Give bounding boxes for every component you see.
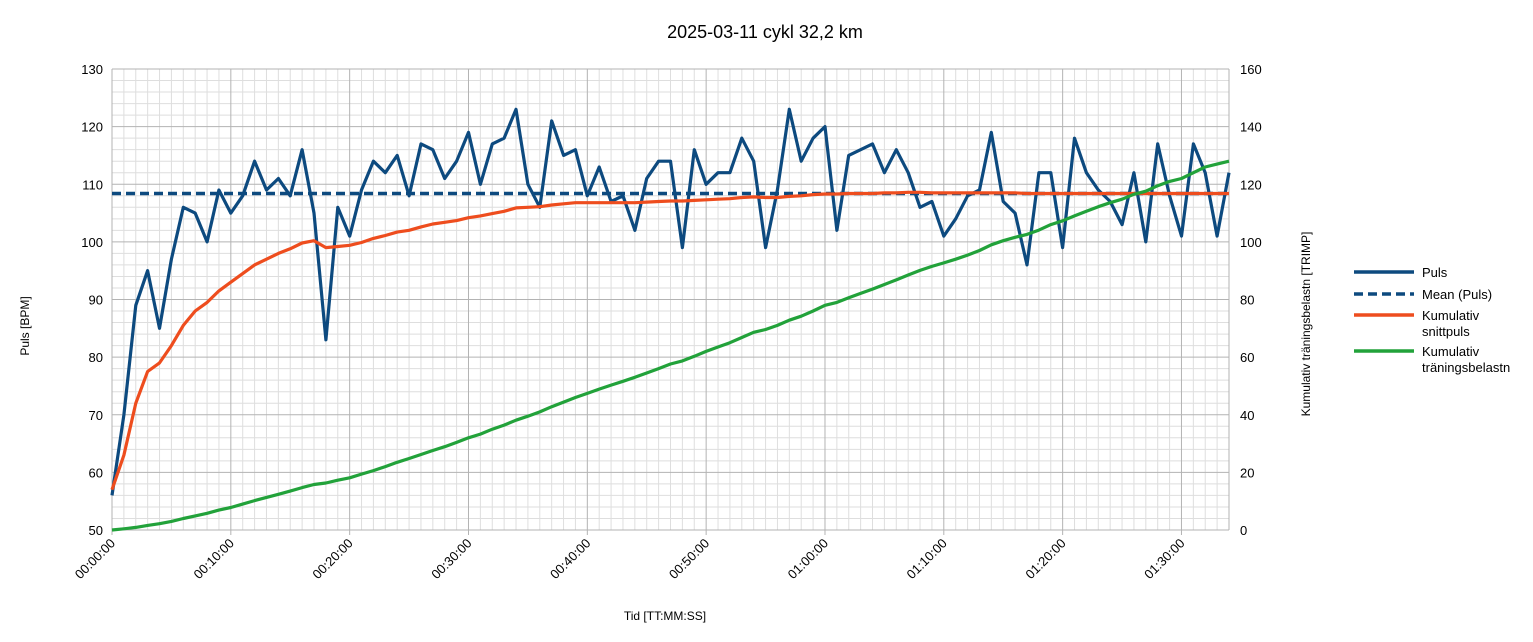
chart-title: 2025-03-11 cykl 32,2 km bbox=[667, 22, 863, 42]
series-2 bbox=[110, 190, 1229, 491]
y-left-tick-label: 120 bbox=[81, 120, 103, 135]
series-line bbox=[111, 159, 1230, 532]
x-tick-label: 00:50:00 bbox=[666, 536, 712, 582]
axes: 50 60 70 80 90 100 110 120 130 0 20 40 60 80 100 120 140… bbox=[72, 62, 1262, 582]
y-right-tick-label: 40 bbox=[1240, 408, 1254, 423]
series-layer bbox=[110, 107, 1231, 532]
y-axis-right-title: Kumulativ träningsbelastn [TRIMP] bbox=[1299, 232, 1313, 417]
legend: Puls Mean (Puls) Kumulativ snittpuls Kumulat… bbox=[1354, 265, 1510, 375]
x-tick-label: 00:10:00 bbox=[191, 536, 237, 582]
legend-item: Kumulativ snittpuls bbox=[1354, 308, 1480, 339]
y-right-tick-label: 60 bbox=[1240, 350, 1254, 365]
x-axis-title: Tid [TT:MM:SS] bbox=[624, 609, 706, 623]
series-3 bbox=[111, 159, 1230, 532]
y-left-tick-label: 70 bbox=[89, 408, 103, 423]
series-line bbox=[110, 190, 1229, 491]
y-right-tick-label: 100 bbox=[1240, 235, 1262, 250]
legend-label: Puls bbox=[1422, 265, 1448, 280]
y-left-tick-label: 130 bbox=[81, 62, 103, 77]
x-tick-label: 01:30:00 bbox=[1141, 536, 1187, 582]
y-left-tick-label: 90 bbox=[89, 293, 103, 308]
x-tick-label: 00:40:00 bbox=[547, 536, 593, 582]
y-axis-left-title: Puls [BPM] bbox=[18, 296, 32, 355]
x-tick-label: 01:10:00 bbox=[904, 536, 950, 582]
x-tick-label: 00:20:00 bbox=[309, 536, 355, 582]
series-line bbox=[110, 107, 1231, 496]
y-right-tick-label: 20 bbox=[1240, 465, 1254, 480]
y-right-tick-label: 80 bbox=[1240, 293, 1254, 308]
y-left-tick-label: 80 bbox=[89, 350, 103, 365]
x-tick-label: 01:20:00 bbox=[1022, 536, 1068, 582]
series-0 bbox=[110, 107, 1231, 496]
legend-item: Kumulativ träningsbelastn bbox=[1354, 344, 1510, 375]
legend-label: Kumulativ träningsbelastn bbox=[1422, 344, 1510, 375]
legend-label: Mean (Puls) bbox=[1422, 287, 1492, 302]
x-tick-label: 00:00:00 bbox=[72, 536, 118, 582]
x-tick-label: 01:00:00 bbox=[785, 536, 831, 582]
y-left-tick-label: 100 bbox=[81, 235, 103, 250]
legend-label: Kumulativ snittpuls bbox=[1422, 308, 1480, 339]
y-right-tick-label: 0 bbox=[1240, 523, 1247, 538]
x-tick-label: 00:30:00 bbox=[428, 536, 474, 582]
y-right-tick-label: 160 bbox=[1240, 62, 1262, 77]
y-left-tick-label: 110 bbox=[82, 177, 103, 192]
legend-item: Puls bbox=[1354, 265, 1448, 280]
y-right-tick-label: 120 bbox=[1240, 177, 1262, 192]
grid bbox=[111, 68, 1230, 531]
y-left-tick-label: 50 bbox=[89, 523, 103, 538]
y-left-tick-label: 60 bbox=[89, 465, 103, 480]
y-right-tick-label: 140 bbox=[1240, 120, 1262, 135]
legend-item: Mean (Puls) bbox=[1354, 287, 1492, 302]
